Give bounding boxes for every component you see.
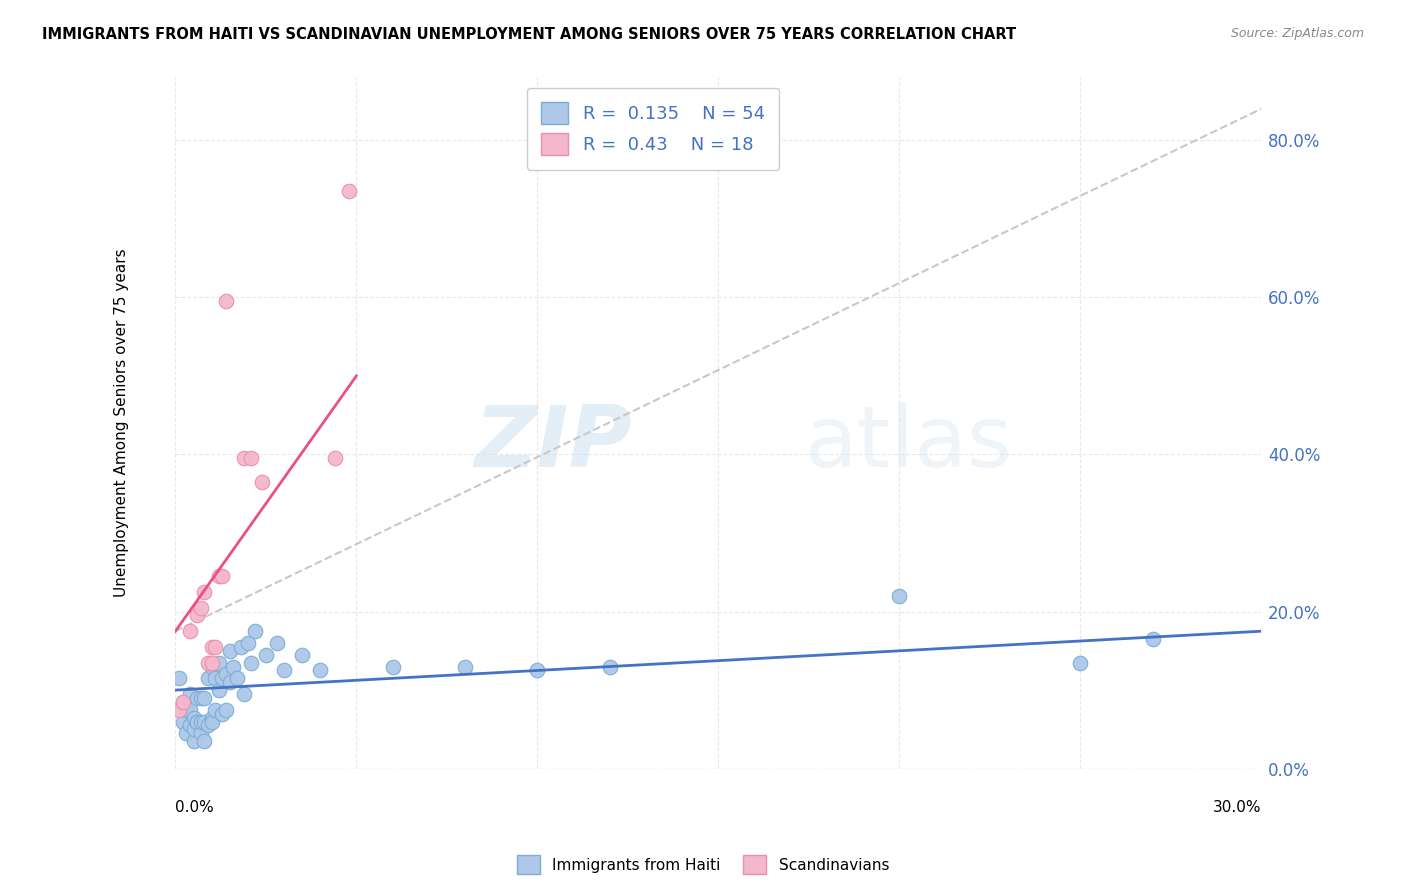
Point [167,703,190,717]
Point [172,695,194,709]
Point [226,671,249,685]
Point [179,624,201,639]
Point [197,656,219,670]
Point [254,648,277,662]
Point [323,451,346,466]
Point [208,656,231,670]
Point [200,659,222,673]
Point [200,640,222,654]
Point [190,600,212,615]
Point [454,659,477,673]
Text: 0.0%: 0.0% [176,800,214,814]
Point [190,714,212,729]
Point [1142,632,1164,646]
Point [215,294,238,309]
Point [186,608,208,623]
Point [211,671,233,685]
Legend: R =  0.135    N = 54, R =  0.43    N = 18: R = 0.135 N = 54, R = 0.43 N = 18 [527,87,779,169]
Point [186,714,208,729]
Point [193,734,215,748]
Point [186,690,208,705]
Point [200,714,222,729]
Point [179,687,201,701]
Point [193,714,215,729]
Point [215,703,238,717]
Legend: Immigrants from Haiti, Scandinavians: Immigrants from Haiti, Scandinavians [510,849,896,880]
Text: ZIP: ZIP [474,402,631,485]
Point [337,184,360,198]
Point [309,664,332,678]
Point [208,683,231,698]
Point [197,718,219,732]
Text: atlas: atlas [806,402,1014,485]
Point [183,723,205,737]
Point [229,640,252,654]
Point [197,671,219,685]
Point [204,671,226,685]
Point [233,687,256,701]
Point [186,714,208,729]
Text: Source: ZipAtlas.com: Source: ZipAtlas.com [1230,27,1364,40]
Point [179,718,201,732]
Point [266,636,288,650]
Point [240,656,263,670]
Point [172,714,194,729]
Point [243,624,266,639]
Text: Unemployment Among Seniors over 75 years: Unemployment Among Seniors over 75 years [114,249,128,598]
Point [599,659,621,673]
Point [172,695,194,709]
Point [215,667,238,681]
Point [273,664,295,678]
Point [204,703,226,717]
Text: IMMIGRANTS FROM HAITI VS SCANDINAVIAN UNEMPLOYMENT AMONG SENIORS OVER 75 YEARS C: IMMIGRANTS FROM HAITI VS SCANDINAVIAN UN… [42,27,1017,42]
Point [1069,656,1091,670]
Point [252,475,274,489]
Point [193,585,215,599]
Point [233,451,256,466]
Point [211,569,233,583]
Point [174,726,197,740]
Point [236,636,259,650]
Point [167,671,190,685]
Point [193,690,215,705]
Point [190,726,212,740]
Point [179,703,201,717]
Point [291,648,314,662]
Point [526,664,548,678]
Point [208,569,231,583]
Text: 30.0%: 30.0% [1213,800,1261,814]
Point [889,589,911,603]
Point [211,706,233,721]
Point [218,675,240,690]
Point [204,640,226,654]
Point [218,644,240,658]
Point [200,656,222,670]
Point [183,710,205,724]
Point [183,734,205,748]
Point [200,710,222,724]
Point [190,690,212,705]
Point [240,451,263,466]
Point [222,659,245,673]
Point [174,703,197,717]
Point [381,659,404,673]
